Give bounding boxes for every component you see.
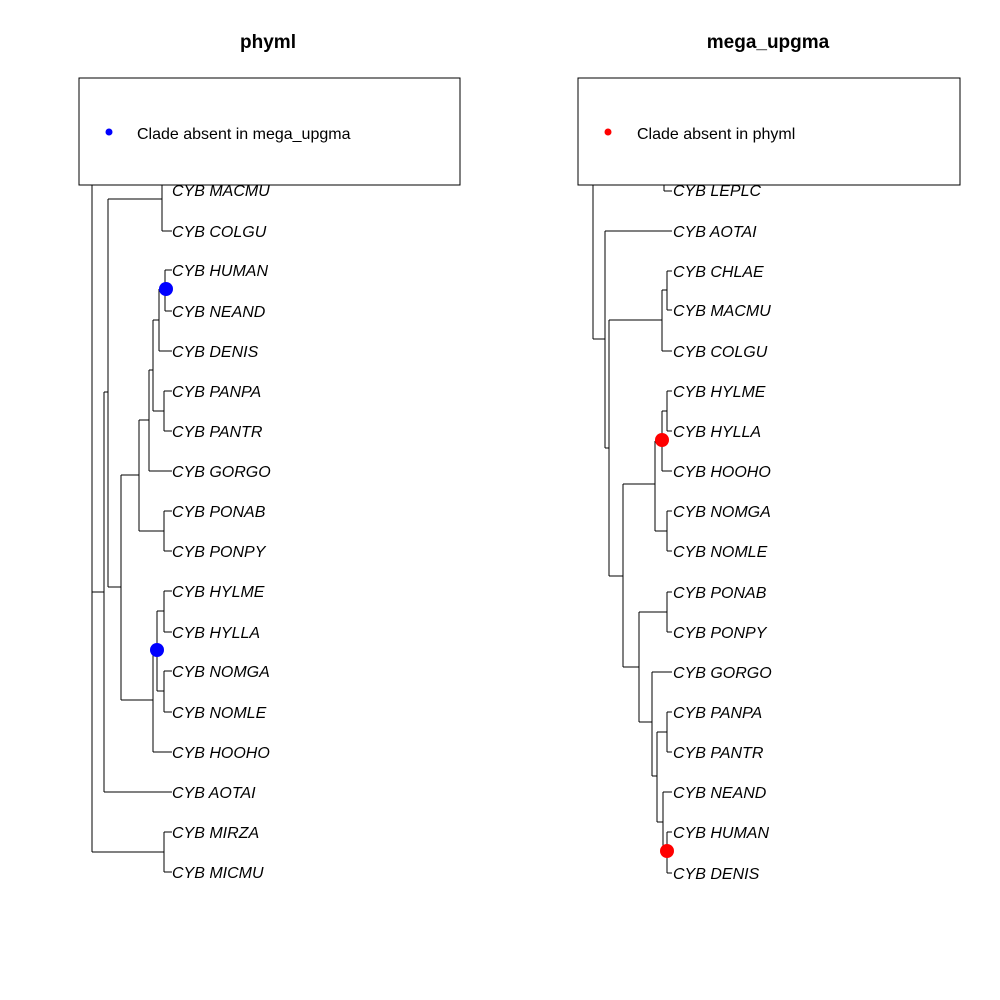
phyml-panel: phyml: [78, 32, 461, 882]
tip-label: CYB HYLME: [172, 584, 265, 601]
tip-label: CYB AOTAI: [172, 785, 256, 802]
mega-upgma-clade-markers: [655, 433, 674, 858]
clade-marker-hylobates: [655, 433, 669, 447]
tip-label: CYB MACMU: [673, 303, 771, 320]
clade-marker-homo: [159, 282, 173, 296]
tip-label: CYB HUMAN: [673, 825, 769, 842]
mega-upgma-panel: mega_upgma: [577, 32, 961, 883]
mega-upgma-legend: Clade absent in phyml: [577, 77, 961, 186]
tip-label: CYB GORGO: [673, 665, 772, 682]
tip-label: CYB NOMGA: [673, 504, 771, 521]
tip-label: CYB NOMLE: [172, 705, 267, 722]
clade-marker-gibbons: [150, 643, 164, 657]
tip-label: CYB PANTR: [172, 424, 263, 441]
legend-symbol: [604, 128, 612, 136]
tip-label: CYB HYLME: [673, 384, 766, 401]
phyml-tip-labels: CYB MACMU CYB COLGU CYB HUMAN CYB NEAND …: [172, 183, 271, 882]
tip-label: CYB MICMU: [172, 865, 264, 882]
tip-label: CYB NEAND: [673, 785, 767, 802]
tip-label: CYB PONPY: [673, 625, 768, 642]
tip-label: CYB PANPA: [172, 384, 261, 401]
legend-box: [78, 77, 461, 186]
legend-box: [577, 77, 961, 186]
tip-label: CYB AOTAI: [673, 224, 757, 241]
tip-label: CYB MACMU: [172, 183, 270, 200]
tip-label: CYB PONAB: [673, 585, 767, 602]
tip-label: CYB PANPA: [673, 705, 762, 722]
tip-label: CYB CHLAE: [673, 264, 764, 281]
tip-label: CYB PANTR: [673, 745, 764, 762]
tip-label: CYB PONPY: [172, 544, 267, 561]
tip-label: CYB LEPLC: [673, 183, 761, 200]
tip-label: CYB DENIS: [673, 866, 760, 883]
tip-label: CYB COLGU: [673, 344, 768, 361]
phyml-clade-markers: [150, 282, 173, 657]
tip-label: CYB HOOHO: [673, 464, 771, 481]
legend-symbol: [105, 128, 113, 136]
legend-label: Clade absent in phyml: [637, 126, 795, 143]
tip-label: CYB HUMAN: [172, 263, 268, 280]
tip-label: CYB NOMGA: [172, 664, 270, 681]
phyml-title: phyml: [240, 32, 296, 53]
tip-label: CYB GORGO: [172, 464, 271, 481]
tip-label: CYB HYLLA: [673, 424, 761, 441]
mega-upgma-tip-labels: CYB LEPLC CYB AOTAI CYB CHLAE CYB MACMU …: [673, 183, 772, 883]
tip-label: CYB HYLLA: [172, 625, 260, 642]
tip-label: CYB PONAB: [172, 504, 266, 521]
tip-label: CYB MIRZA: [172, 825, 259, 842]
phyml-legend: Clade absent in mega_upgma: [78, 77, 461, 186]
tip-label: CYB NEAND: [172, 304, 266, 321]
tip-label: CYB DENIS: [172, 344, 259, 361]
clade-marker-human-denis: [660, 844, 674, 858]
legend-label: Clade absent in mega_upgma: [137, 126, 351, 143]
tip-label: CYB NOMLE: [673, 544, 768, 561]
phyml-tree-edges: [91, 185, 172, 873]
tip-label: CYB COLGU: [172, 224, 267, 241]
mega-upgma-title: mega_upgma: [707, 32, 830, 53]
tip-label: CYB HOOHO: [172, 745, 270, 762]
